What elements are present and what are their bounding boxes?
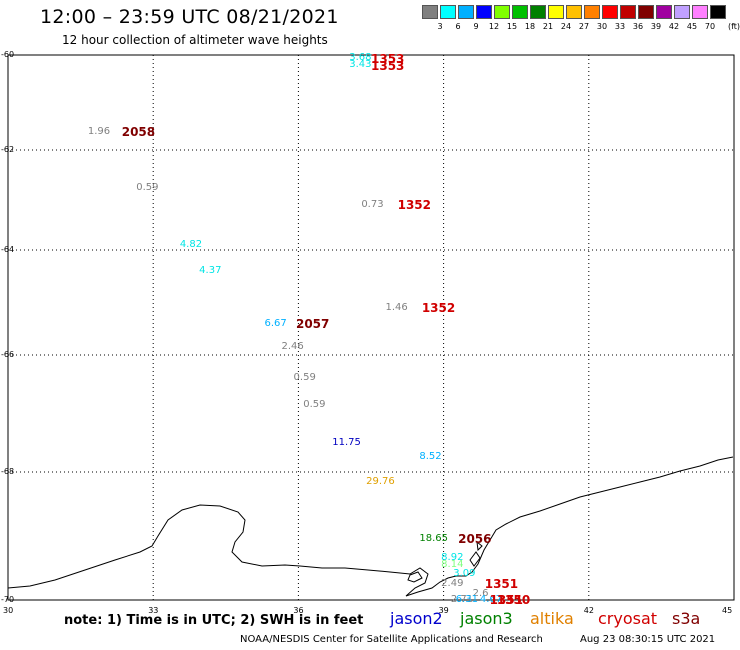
colorbar-unit: (ft) — [727, 22, 740, 31]
footer-note: note: 1) Time is in UTC; 2) SWH is in fe… — [64, 613, 364, 628]
colorbar-swatch — [638, 5, 654, 19]
wave-height-value: 0.59 — [136, 181, 159, 193]
colorbar-swatch — [494, 5, 510, 19]
wave-height-value: 4.82 — [179, 239, 203, 250]
pass-id-label: 1353 — [371, 51, 405, 66]
map-title: 12:00 – 23:59 UTC 08/21/2021 — [40, 6, 339, 28]
wave-height-value: 3.68 — [349, 52, 372, 64]
antarctic-coastline — [7, 456, 734, 597]
satellite-legend-entry: jason3 — [460, 609, 513, 628]
pass-id-label: 2057 — [295, 316, 330, 331]
colorbar-label: 3 — [437, 22, 443, 31]
colorbar-label: 27 — [578, 22, 590, 31]
credit-line: NOAA/NESDIS Center for Satellite Applica… — [240, 634, 543, 645]
colorbar-label: 9 — [473, 22, 479, 31]
satellite-legend-entry: cryosat — [598, 609, 658, 628]
wave-height-value: 3.43 — [349, 59, 372, 71]
wave-height-value: 3.09 — [453, 568, 476, 580]
wave-height-value: 2.6 — [472, 587, 489, 599]
generation-timestamp: Aug 23 08:30:15 UTC 2021 — [580, 634, 716, 645]
satellite-legend-entry: s3a — [672, 609, 701, 628]
colorbar-swatch — [512, 5, 528, 19]
coastline-islands — [469, 540, 483, 567]
pass-id-label: 1352 — [421, 300, 456, 315]
wave-height-value: 0.59 — [303, 398, 326, 410]
colorbar-label: 6 — [455, 22, 461, 31]
colorbar-label: 45 — [686, 22, 698, 31]
longitude-label: 39 — [438, 606, 449, 615]
coastline-inlet — [407, 571, 423, 583]
colorbar-swatch — [602, 5, 618, 19]
latitude-label: -68 — [1, 467, 15, 476]
colorbar-swatch — [620, 5, 636, 19]
pass-id-label: 1351 — [484, 577, 519, 591]
colorbar-label: 30 — [596, 22, 608, 31]
colorbar-label: 42 — [668, 22, 680, 31]
latitude-label: -70 — [1, 595, 15, 604]
colorbar-swatch — [710, 5, 726, 19]
wave-height-value: 8.14 — [441, 558, 464, 570]
latitude-label: -62 — [1, 145, 15, 154]
wave-height-value: 8.52 — [419, 451, 442, 463]
colorbar-swatch — [656, 5, 672, 19]
map-subtitle: 12 hour collection of altimeter wave hei… — [62, 33, 328, 47]
colorbar-swatch — [548, 5, 564, 19]
colorbar-label: 15 — [506, 22, 518, 31]
satellite-legend-entry: jason2 — [390, 609, 443, 628]
wave-height-value: 4.37 — [199, 265, 222, 276]
colorbar-swatch — [422, 5, 438, 19]
colorbar-label: 18 — [524, 22, 536, 31]
wave-height-value: 11.75 — [332, 436, 361, 448]
wave-height-value: 6.67 — [264, 317, 287, 329]
latitude-label: -60 — [1, 50, 15, 59]
longitude-label: 30 — [3, 606, 14, 615]
colorbar-swatch — [440, 5, 456, 19]
pass-id-label: 1351 — [489, 593, 523, 607]
wave-height-value: 0.59 — [293, 372, 316, 384]
map-frame — [7, 54, 735, 601]
colorbar-swatch — [584, 5, 600, 19]
longitude-label: 33 — [148, 606, 159, 615]
longitude-label: 42 — [583, 606, 594, 615]
wave-height-value: 1.96 — [87, 125, 111, 137]
map-grid — [8, 55, 734, 600]
wave-height-value: 2.71 — [450, 594, 474, 605]
colorbar-swatch — [458, 5, 474, 19]
colorbar-swatch — [692, 5, 708, 19]
wave-height-value: 1.46 — [385, 301, 408, 313]
latitude-label: -66 — [1, 350, 15, 359]
colorbar-swatch — [530, 5, 546, 19]
wave-height-value: 6.31 — [455, 594, 478, 605]
colorbar-label: 39 — [650, 22, 662, 31]
colorbar-swatch — [674, 5, 690, 19]
wave-height-value: 18.65 — [419, 533, 449, 545]
colorbar-label: 36 — [632, 22, 644, 31]
wave-height-value: 0.73 — [361, 199, 384, 210]
pass-id-label: 1353 — [371, 58, 405, 73]
longitude-label: 45 — [722, 606, 733, 615]
colorbar-label: 70 — [704, 22, 716, 31]
pass-id-label: 2056 — [458, 532, 492, 547]
latitude-label: -64 — [1, 245, 15, 254]
satellite-legend-entry: altika — [530, 609, 574, 628]
wave-height-value: 8.92 — [441, 552, 464, 564]
colorbar-swatch — [476, 5, 492, 19]
wave-height-value: 4.67 — [479, 594, 503, 605]
colorbar-label: 21 — [542, 22, 554, 31]
longitude-label: 36 — [293, 606, 304, 615]
colorbar-label: 33 — [614, 22, 626, 31]
pass-id-label: 2058 — [121, 124, 156, 139]
colorbar-label: 12 — [488, 22, 500, 31]
wave-height-value: 2.46 — [281, 341, 304, 353]
wave-height-value: 2.49 — [441, 578, 464, 589]
pass-id-label: 1350 — [496, 593, 531, 607]
wave-height-value: 29.76 — [366, 475, 395, 487]
colorbar-swatch — [566, 5, 582, 19]
colorbar-label: 24 — [560, 22, 572, 31]
pass-id-label: 1352 — [397, 198, 432, 212]
